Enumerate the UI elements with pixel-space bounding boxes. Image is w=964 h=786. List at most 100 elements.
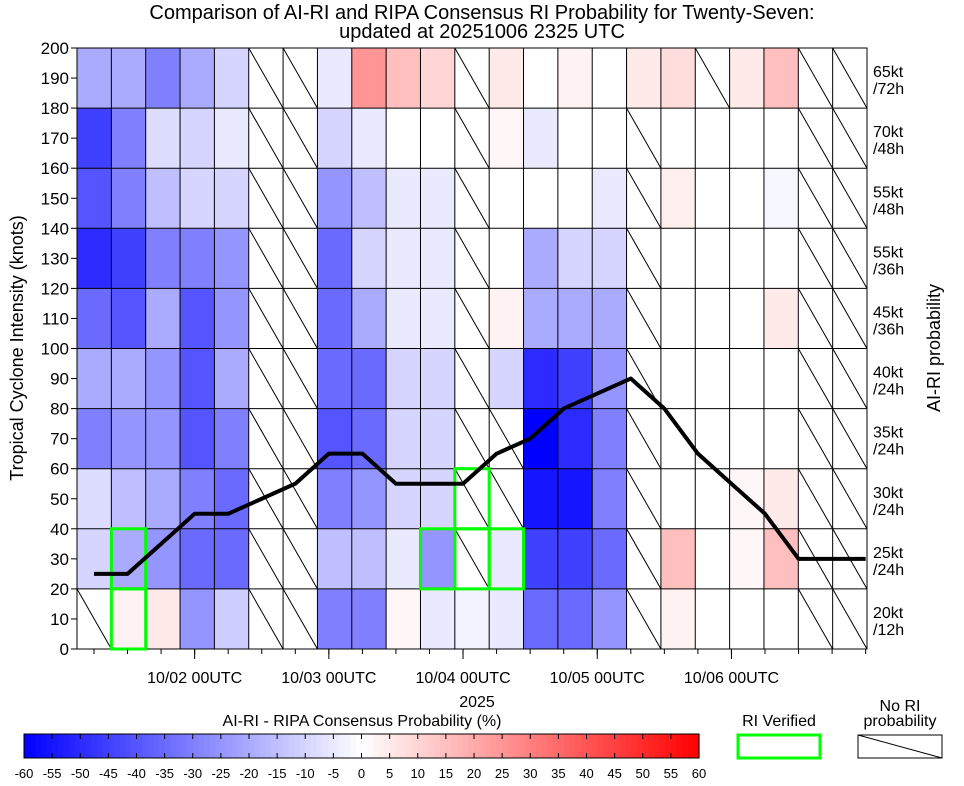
no-ri-hatch bbox=[282, 468, 318, 530]
heatmap-cell bbox=[145, 228, 181, 289]
colorbar-segment bbox=[114, 734, 121, 758]
ri-threshold-period: /48h bbox=[873, 141, 904, 158]
heatmap-cell bbox=[763, 168, 799, 229]
heatmap-cell bbox=[111, 348, 146, 409]
legend-no-ri-label1: No RI bbox=[880, 698, 921, 715]
colorbar-tick-label: -10 bbox=[296, 766, 315, 781]
y-tick-label: 140 bbox=[41, 219, 69, 238]
colorbar-segment bbox=[564, 734, 571, 758]
heatmap-cell bbox=[454, 588, 490, 649]
colorbar-segment bbox=[440, 734, 447, 758]
heatmap-cell bbox=[695, 288, 730, 349]
ri-threshold-amount: 20kt bbox=[873, 605, 904, 622]
heatmap-cell bbox=[145, 528, 181, 589]
heatmap-cell bbox=[386, 48, 421, 109]
heatmap-cell bbox=[180, 168, 215, 229]
heatmap-cell bbox=[763, 228, 799, 289]
heatmap-cell bbox=[145, 108, 181, 169]
no-ri-hatch bbox=[832, 228, 868, 289]
colorbar-segment bbox=[457, 734, 464, 758]
heatmap-cell bbox=[557, 588, 593, 649]
y-tick-label: 30 bbox=[50, 550, 69, 569]
heatmap-cell bbox=[180, 108, 215, 169]
colorbar-tick-label: 35 bbox=[551, 766, 565, 781]
colorbar: AI-RI - RIPA Consensus Probability (%) -… bbox=[15, 713, 707, 781]
heatmap-cell bbox=[557, 468, 593, 529]
colorbar-segment bbox=[451, 734, 458, 758]
colorbar-tick-label: 30 bbox=[523, 766, 537, 781]
colorbar-segment bbox=[417, 734, 424, 758]
heatmap-cell bbox=[214, 48, 249, 109]
no-ri-hatch bbox=[626, 528, 662, 590]
colorbar-segment bbox=[524, 734, 531, 758]
heatmap-cell bbox=[351, 348, 387, 409]
y-tick-label: 110 bbox=[42, 309, 69, 328]
no-ri-hatch bbox=[797, 167, 834, 229]
ri-threshold-amount: 70kt bbox=[873, 124, 904, 141]
colorbar-tick-label: -60 bbox=[15, 766, 34, 781]
colorbar-segment bbox=[378, 734, 385, 758]
legend-ri-verified: RI Verified bbox=[736, 713, 822, 760]
ri-threshold-period: /36h bbox=[873, 321, 904, 338]
heatmap-cell bbox=[420, 168, 455, 229]
heatmap-cell bbox=[180, 588, 215, 649]
colorbar-segment bbox=[648, 734, 655, 758]
heatmap-cell bbox=[111, 228, 146, 289]
colorbar-segment bbox=[637, 734, 644, 758]
no-ri-hatch bbox=[626, 408, 662, 469]
ri-threshold-amount: 45kt bbox=[873, 304, 904, 321]
heatmap-cell bbox=[111, 468, 146, 529]
colorbar-segment bbox=[513, 734, 520, 758]
no-ri-hatch bbox=[694, 47, 731, 109]
heatmap-cell bbox=[660, 528, 696, 589]
y-tick-label: 60 bbox=[50, 460, 69, 479]
no-ri-hatch bbox=[832, 468, 868, 530]
no-ri-hatch bbox=[832, 47, 868, 109]
ri-verified-boxes bbox=[109, 467, 526, 651]
heatmap-cell bbox=[351, 528, 387, 589]
colorbar-segment bbox=[344, 734, 351, 758]
no-ri-hatch bbox=[454, 228, 490, 289]
no-ri-hatch bbox=[282, 528, 318, 590]
heatmap-cell bbox=[111, 48, 146, 109]
no-ri-hatch bbox=[282, 288, 318, 349]
heatmap-cell bbox=[695, 348, 730, 409]
colorbar-segment bbox=[367, 734, 374, 758]
heatmap-cell bbox=[695, 588, 730, 649]
colorbar-tick-label: -35 bbox=[155, 766, 174, 781]
y-axis-label: Tropical Cyclone Intensity (knots) bbox=[7, 215, 27, 480]
heatmap-cell bbox=[592, 48, 627, 109]
no-ri-hatch bbox=[626, 468, 662, 530]
colorbar-segment bbox=[237, 734, 244, 758]
colorbar-segment bbox=[389, 734, 396, 758]
colorbar-segment bbox=[434, 734, 441, 758]
heatmap-cell bbox=[214, 468, 249, 529]
heatmap-cell bbox=[592, 588, 627, 649]
heatmap-cell bbox=[695, 228, 730, 289]
colorbar-segment bbox=[519, 734, 526, 758]
colorbar-segment bbox=[299, 734, 306, 758]
colorbar-segment bbox=[40, 734, 48, 758]
x-axis-ticks: 10/02 00UTC 10/03 00UTC 10/04 00UTC 10/05 0… bbox=[93, 649, 867, 687]
heatmap-cell bbox=[592, 468, 627, 529]
colorbar-segment bbox=[339, 734, 346, 758]
heatmap-cell bbox=[77, 48, 112, 109]
heatmap-cell bbox=[763, 408, 799, 469]
heatmap-cell bbox=[386, 168, 421, 229]
heatmap-cell bbox=[180, 468, 215, 529]
colorbar-segment bbox=[125, 734, 132, 758]
y-tick-label: 50 bbox=[50, 490, 69, 509]
colorbar-segment bbox=[502, 734, 509, 758]
heatmap-cell bbox=[729, 348, 764, 409]
heatmap-cell bbox=[420, 348, 455, 409]
chart-title-line2: updated at 20251006 2325 UTC bbox=[339, 21, 625, 43]
colorbar-segment bbox=[85, 734, 93, 758]
chart-title-line1: Comparison of AI-RI and RIPA Consensus R… bbox=[149, 2, 814, 24]
colorbar-segment bbox=[468, 734, 475, 758]
colorbar-segment bbox=[254, 734, 261, 758]
ri-verified-box bbox=[487, 527, 526, 591]
colorbar-segment bbox=[580, 734, 588, 758]
heatmap-cell bbox=[557, 48, 593, 109]
heatmap-cell bbox=[351, 228, 387, 289]
